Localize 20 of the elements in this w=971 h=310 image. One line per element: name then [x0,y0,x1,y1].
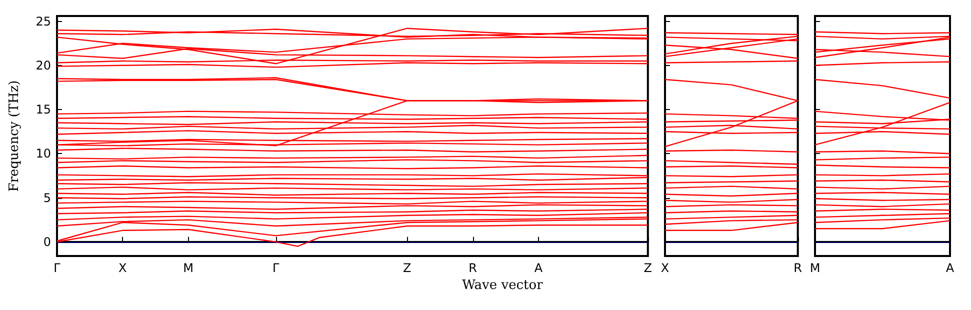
x-tick-label: Z [403,261,412,275]
y-tick-label: 15 [36,102,51,117]
x-tick-label: A [946,261,955,275]
x-axis-title: Wave vector [462,278,544,293]
y-tick-label: 10 [36,146,51,161]
y-tick-label: 0 [43,234,51,249]
x-tick-label: X [118,261,127,275]
x-tick-label: R [794,261,802,275]
x-tick-label: X [660,261,670,275]
x-tick-label: M [183,261,194,275]
y-tick-label: 5 [43,190,51,205]
y-axis-title: Frequency (THz) [7,80,22,192]
x-tick-label: M [810,261,820,275]
x-tick-label: Γ [272,261,280,275]
x-tick-label: A [534,261,544,275]
y-tick-label: 25 [36,14,51,28]
x-tick-label: Γ [54,261,61,275]
x-tick-label: R [468,261,477,275]
y-tick-label: 20 [36,58,51,72]
x-tick-label: Z [644,261,652,275]
